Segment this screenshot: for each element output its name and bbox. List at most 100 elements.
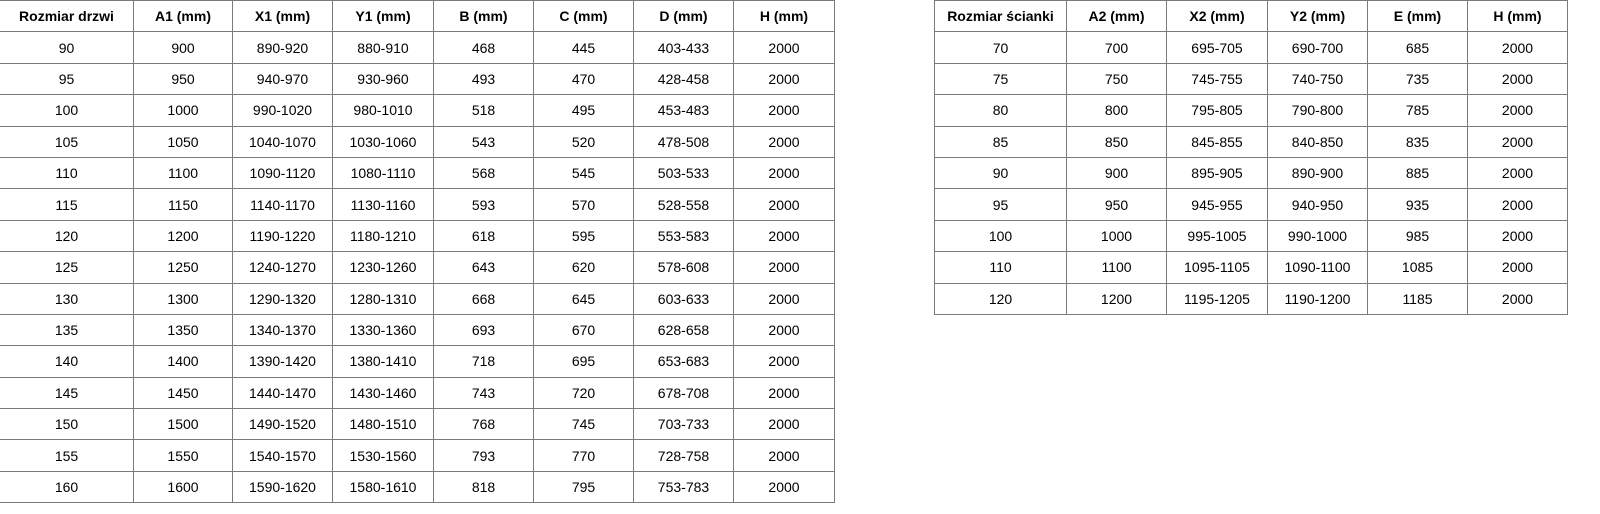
table-cell: 578-608 [633,251,734,284]
table-cell: 900 [133,31,233,64]
table-cell: 930-960 [332,62,434,96]
table-cell: 570 [533,188,634,221]
table-cell: 2000 [733,282,835,315]
table-cell: 2000 [733,188,835,221]
table-cell: 743 [433,376,534,410]
column-header: H (mm) [1467,0,1568,33]
table-cell: 1390-1420 [232,345,333,378]
table-cell: 115 [0,188,134,221]
table-cell: 795-805 [1166,94,1268,127]
table-cell: 753-783 [633,470,734,504]
table-cell: 1380-1410 [332,345,434,378]
table-row: 135 1350 1340-1370 1330-1360 693 670 628-658 20… [0,313,835,347]
table-cell: 1440-1470 [232,376,333,410]
table-cell: 835 [1367,125,1468,158]
door-size-table: Rozmiar drzwi A1 (mm) X1 (mm) Y1 (mm) B (mm)… [0,0,835,504]
table-cell: 1080-1110 [332,156,434,190]
table-cell: 553-583 [633,219,734,253]
table-cell: 695 [533,345,634,378]
table-cell: 770 [533,439,634,472]
column-header: Rozmiar ścianki [934,0,1067,33]
table-cell: 670 [533,313,634,347]
table-cell: 2000 [733,125,835,158]
table-cell: 840-850 [1267,125,1368,158]
table-row: 75 750 745-755 740-750 735 2000 [934,62,1568,96]
table-cell: 885 [1367,156,1468,190]
table-cell: 568 [433,156,534,190]
table-cell: 1085 [1367,251,1468,284]
table-cell: 693 [433,313,534,347]
table-cell: 1430-1460 [332,376,434,410]
table-cell: 593 [433,188,534,221]
table-cell: 2000 [733,62,835,96]
table-cell: 1040-1070 [232,125,333,158]
table-cell: 2000 [1467,188,1568,221]
table-cell: 2000 [733,376,835,410]
table-cell: 1090-1120 [232,156,333,190]
table-cell: 2000 [733,156,835,190]
table-cell: 990-1020 [232,94,333,127]
table-cell: 2000 [1467,219,1568,253]
table-cell: 645 [533,282,634,315]
table-cell: 940-950 [1267,188,1368,221]
table-cell: 1500 [133,408,233,441]
table-cell: 653-683 [633,345,734,378]
table-cell: 1190-1220 [232,219,333,253]
table-cell: 1190-1200 [1267,282,1368,315]
table-cell: 2000 [733,94,835,127]
table-cell: 2000 [733,251,835,284]
table-row: 85 850 845-855 840-850 835 2000 [934,125,1568,158]
table-cell: 545 [533,156,634,190]
column-header: D (mm) [633,0,734,33]
table-cell: 1200 [133,219,233,253]
table-row: 90 900 890-920 880-910 468 445 403-433 2000 [0,31,835,64]
table-cell: 75 [934,62,1067,96]
table-cell: 793 [433,439,534,472]
table-row: 90 900 895-905 890-900 885 2000 [934,156,1568,190]
table-cell: 1590-1620 [232,470,333,504]
table-cell: 1180-1210 [332,219,434,253]
table-cell: 2000 [733,439,835,472]
table-cell: 768 [433,408,534,441]
table-cell: 800 [1066,94,1167,127]
table-cell: 735 [1367,62,1468,96]
table-cell: 720 [533,376,634,410]
table-cell: 70 [934,31,1067,64]
table-cell: 718 [433,345,534,378]
column-header: B (mm) [433,0,534,33]
table-row: 100 1000 995-1005 990-1000 985 2000 [934,219,1568,253]
table-cell: 110 [0,156,134,190]
table-cell: 685 [1367,31,1468,64]
table-cell: 453-483 [633,94,734,127]
table-cell: 155 [0,439,134,472]
table-row: 80 800 795-805 790-800 785 2000 [934,94,1568,127]
table-cell: 1100 [1066,251,1167,284]
table-cell: 700 [1066,31,1167,64]
table-cell: 1580-1610 [332,470,434,504]
table-cell: 880-910 [332,31,434,64]
table-cell: 595 [533,219,634,253]
table-cell: 620 [533,251,634,284]
table-cell: 980-1010 [332,94,434,127]
table-cell: 150 [0,408,134,441]
table-cell: 1095-1105 [1166,251,1268,284]
table-cell: 105 [0,125,134,158]
table-cell: 2000 [1467,62,1568,96]
table-cell: 1330-1360 [332,313,434,347]
table-cell: 900 [1066,156,1167,190]
table-cell: 990-1000 [1267,219,1368,253]
table-cell: 1450 [133,376,233,410]
table-cell: 140 [0,345,134,378]
table-cell: 120 [934,282,1067,315]
table-cell: 1090-1100 [1267,251,1368,284]
table-cell: 528-558 [633,188,734,221]
table-cell: 1240-1270 [232,251,333,284]
table-cell: 100 [934,219,1067,253]
table-cell: 1550 [133,439,233,472]
table-cell: 100 [0,94,134,127]
table-cell: 1250 [133,251,233,284]
table-cell: 2000 [733,345,835,378]
table-cell: 2000 [733,408,835,441]
table-row: 95 950 945-955 940-950 935 2000 [934,188,1568,221]
table-cell: 1000 [133,94,233,127]
